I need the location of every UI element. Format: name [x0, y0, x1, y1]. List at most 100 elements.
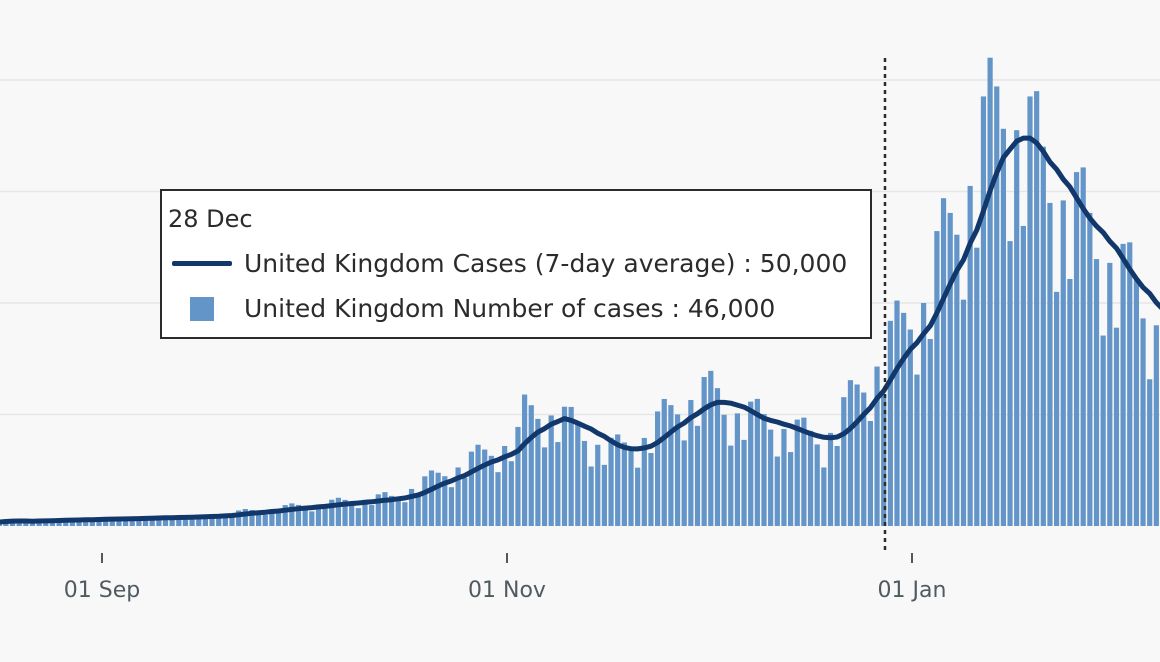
bar-83	[541, 447, 548, 526]
bar-45	[289, 503, 295, 526]
bar-94	[615, 434, 621, 526]
bar-123	[807, 430, 814, 526]
bar-18	[109, 517, 115, 526]
tooltip-line-value: 50,000	[759, 249, 848, 278]
tooltip-line-series: United Kingdom Cases (7-day average)	[244, 249, 736, 278]
bar-29	[182, 518, 189, 526]
tooltip-date: 28 Dec	[168, 205, 253, 233]
tooltip-bar-value: 46,000	[687, 294, 776, 323]
bar-134	[881, 394, 887, 526]
bar-67	[435, 472, 441, 526]
bar-148	[974, 247, 980, 527]
bar-125	[821, 467, 827, 526]
bar-26	[162, 517, 169, 526]
bar-128	[841, 397, 847, 526]
average-line	[0, 135, 1160, 525]
bar-33	[209, 515, 215, 526]
bar-174	[1147, 379, 1153, 526]
bar-105	[688, 400, 694, 526]
bar-82	[535, 418, 541, 526]
bar-155	[1020, 225, 1026, 527]
bar-44	[282, 505, 288, 526]
x-tick-label-1: 01 Nov	[468, 578, 546, 603]
bar-136	[894, 300, 900, 526]
bar-130	[854, 384, 860, 526]
bar-143	[940, 198, 947, 526]
bar-74	[482, 449, 488, 526]
bar-14	[83, 519, 89, 526]
bar-71	[462, 477, 468, 526]
bar-118	[774, 456, 780, 526]
bar-96	[628, 450, 634, 526]
bar-108	[708, 370, 714, 526]
bar-156	[1027, 96, 1033, 526]
bar-170	[1120, 243, 1126, 526]
bar-115	[754, 398, 760, 526]
tooltip: 28 Dec United Kingdom Cases (7-day avera…	[160, 189, 872, 339]
bar-22	[136, 519, 142, 526]
bar-72	[468, 451, 474, 526]
bar-55	[355, 508, 361, 526]
bar-103	[674, 414, 681, 526]
bar-series	[0, 57, 1159, 527]
bar-129	[847, 380, 854, 526]
bar-65	[422, 476, 428, 526]
bar-77	[502, 445, 508, 526]
bar-140	[921, 303, 927, 526]
bar-81	[528, 405, 534, 526]
bar-169	[1113, 327, 1120, 526]
bar-139	[914, 374, 920, 526]
bar-37	[236, 510, 242, 526]
bar-56	[362, 499, 368, 526]
bar-15	[89, 520, 95, 526]
bar-46	[295, 504, 302, 526]
bar-106	[694, 425, 701, 526]
bar-97	[635, 467, 641, 526]
bar-69	[448, 487, 455, 526]
bar-70	[455, 467, 461, 526]
bar-95	[621, 442, 627, 526]
bar-101	[661, 398, 667, 526]
bar-36	[229, 515, 235, 526]
line-legend-icon	[172, 261, 232, 266]
bar-78	[508, 461, 514, 526]
bar-138	[907, 329, 913, 526]
tooltip-bar-entry: United Kingdom Number of cases : 46,000	[172, 294, 775, 323]
bar-80	[522, 394, 528, 526]
bar-145	[954, 234, 960, 527]
x-tick-label-2: 01 Jan	[878, 578, 947, 603]
bar-43	[275, 512, 282, 526]
bar-164	[1080, 167, 1086, 526]
bar-154	[1014, 130, 1020, 527]
bar-34	[216, 517, 222, 526]
bar-132	[867, 421, 873, 526]
bar-144	[947, 212, 953, 526]
bar-133	[874, 366, 880, 526]
bar-120	[788, 452, 794, 526]
bar-53	[342, 499, 348, 526]
bar-153	[1007, 241, 1013, 526]
bar-28	[176, 516, 182, 526]
bar-163	[1073, 172, 1080, 526]
bar-175	[1153, 325, 1159, 526]
bar-47	[302, 506, 308, 526]
bar-58	[375, 494, 381, 526]
bar-167	[1100, 335, 1106, 526]
bar-122	[801, 417, 807, 526]
bar-27	[169, 519, 175, 526]
bar-124	[814, 444, 820, 526]
bar-32	[202, 515, 208, 526]
bar-85	[555, 442, 561, 526]
bar-31	[196, 514, 202, 526]
bar-147	[967, 185, 973, 527]
bar-168	[1107, 262, 1113, 526]
bar-131	[861, 392, 867, 526]
bar-50	[322, 508, 328, 526]
bar-171	[1127, 242, 1133, 526]
bar-38	[242, 509, 248, 526]
bar-62	[402, 502, 408, 526]
bar-111	[728, 445, 734, 526]
bar-110	[721, 414, 727, 526]
bar-60	[389, 495, 395, 526]
bar-112	[734, 413, 740, 526]
